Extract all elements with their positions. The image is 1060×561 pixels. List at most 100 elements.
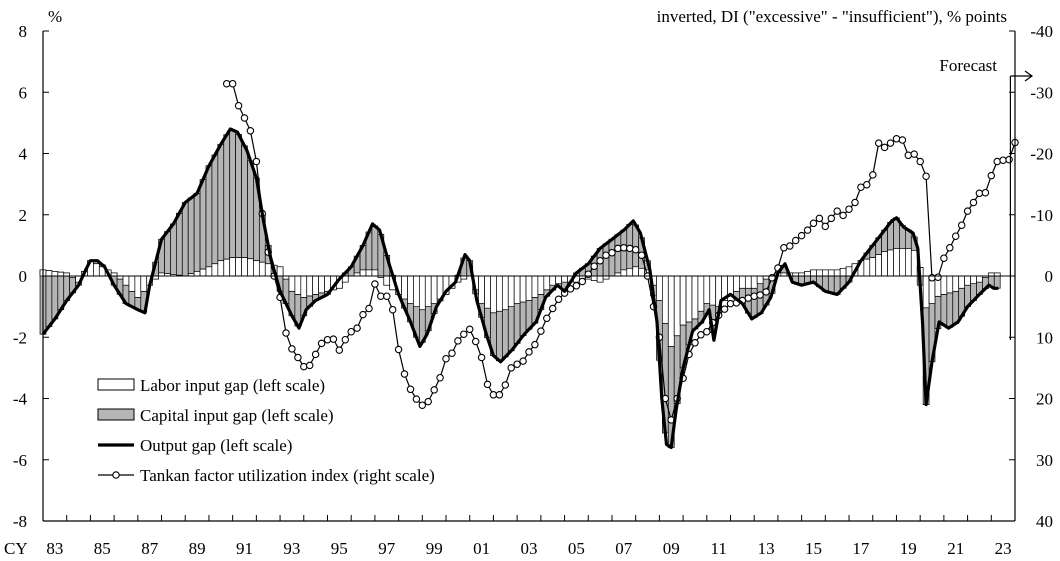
labor-gap-bar [561,275,568,283]
labor-gap-bar [822,269,829,277]
labor-gap-bar [413,275,420,307]
tankan-marker [1005,155,1013,164]
tankan-marker [388,305,397,314]
capital-gap-bar [513,303,521,344]
tankan-marker [809,219,818,228]
labor-gap-bar [626,267,634,277]
labor-gap-bar [199,268,207,277]
left-tick-label: -6 [13,451,27,470]
labor-gap-bar [839,267,847,277]
tankan-marker [234,101,243,110]
labor-gap-bar [679,275,687,326]
left-tick-label: 0 [19,267,28,286]
tankan-marker [335,346,344,354]
tankan-marker [460,330,468,338]
x-tick-label: 99 [426,539,443,558]
labor-gap-bar [733,275,740,292]
right-tick-label: 0 [1045,267,1054,286]
capital-gap-bar [608,238,616,277]
x-tick-label: 89 [189,539,206,558]
capital-gap-bar [602,243,610,280]
labor-gap-bar [419,275,426,311]
labor-gap-bar [750,275,758,289]
labor-gap-bar [697,275,705,312]
labor-gap-bar [241,257,248,277]
tankan-marker [471,337,480,346]
x-tick-label: 93 [283,539,300,558]
tankan-marker [786,242,794,250]
x-tick-label: 11 [711,539,727,558]
capital-gap-bar [187,197,195,275]
labor-gap-bar [205,266,213,277]
labor-gap-bar [632,266,639,277]
labor-gap-bar [940,275,948,295]
tankan-marker [951,232,960,240]
legend-swatch-capital [97,408,135,421]
tankan-marker [833,207,841,215]
tankan-marker [626,244,634,253]
capital-gap-bar [217,143,225,262]
labor-gap-bar [300,275,308,298]
capital-gap-bar [952,290,960,324]
labor-gap-bar [863,258,871,277]
labor-gap-bar [276,266,284,277]
capital-gap-bar [205,165,213,268]
capital-gap-bar [946,292,954,328]
labor-gap-bar [756,275,764,285]
tankan-marker [608,248,616,257]
labor-gap-bar [596,275,604,283]
labor-gap-bar [383,275,391,286]
right-tick-label: 10 [1036,328,1053,347]
labor-gap-bar [134,275,142,298]
tankan-marker [294,353,302,362]
tankan-marker [519,357,527,365]
x-tick-label: 01 [473,539,490,558]
tankan-marker [756,291,764,299]
legend-label-output: Output gap (left scale) [140,436,292,455]
labor-gap-bar [531,275,539,298]
capital-gap-bar [501,309,509,358]
labor-gap-bar [845,266,853,277]
x-tick-label: 15 [805,539,822,558]
tankan-marker [940,254,948,262]
tankan-marker [228,79,237,88]
tankan-marker [910,150,918,158]
tankan-marker [845,205,853,213]
capital-gap-bar [176,212,183,276]
right-tick-label: 20 [1036,390,1053,409]
labor-gap-bar [407,275,414,304]
tankan-marker [424,397,432,406]
labor-gap-bar [128,275,136,292]
tankan-marker [987,171,996,180]
labor-gap-bar [93,263,100,277]
tankan-marker [703,327,711,336]
tankan-marker [922,172,930,180]
labor-gap-bar [744,275,752,289]
labor-gap-bar [525,275,533,301]
tankan-marker [288,345,296,353]
tankan-marker [916,157,924,166]
tankan-marker [821,222,830,231]
right-tick-label: -20 [1030,145,1053,164]
capital-gap-bar [235,134,242,258]
labor-gap-bar [229,257,236,277]
right-tick-label: -30 [1030,83,1053,102]
tankan-marker [507,364,515,372]
labor-gap-bar [703,275,711,304]
labor-gap-bar [537,275,545,295]
labor-gap-bar [727,275,734,295]
tankan-marker [477,353,486,362]
labor-gap-bar [519,275,527,303]
labor-gap-bar [140,275,148,292]
labor-gap-bar [952,275,960,292]
capital-gap-bar [193,192,201,272]
labor-gap-bar [501,275,509,311]
left-tick-label: -2 [13,328,27,347]
tankan-marker [359,310,367,319]
tankan-marker [993,157,1001,166]
x-tick-label: 19 [900,539,917,558]
tankan-marker [317,339,326,348]
labor-gap-bar [667,275,675,347]
x-tick-label: 23 [995,539,1012,558]
